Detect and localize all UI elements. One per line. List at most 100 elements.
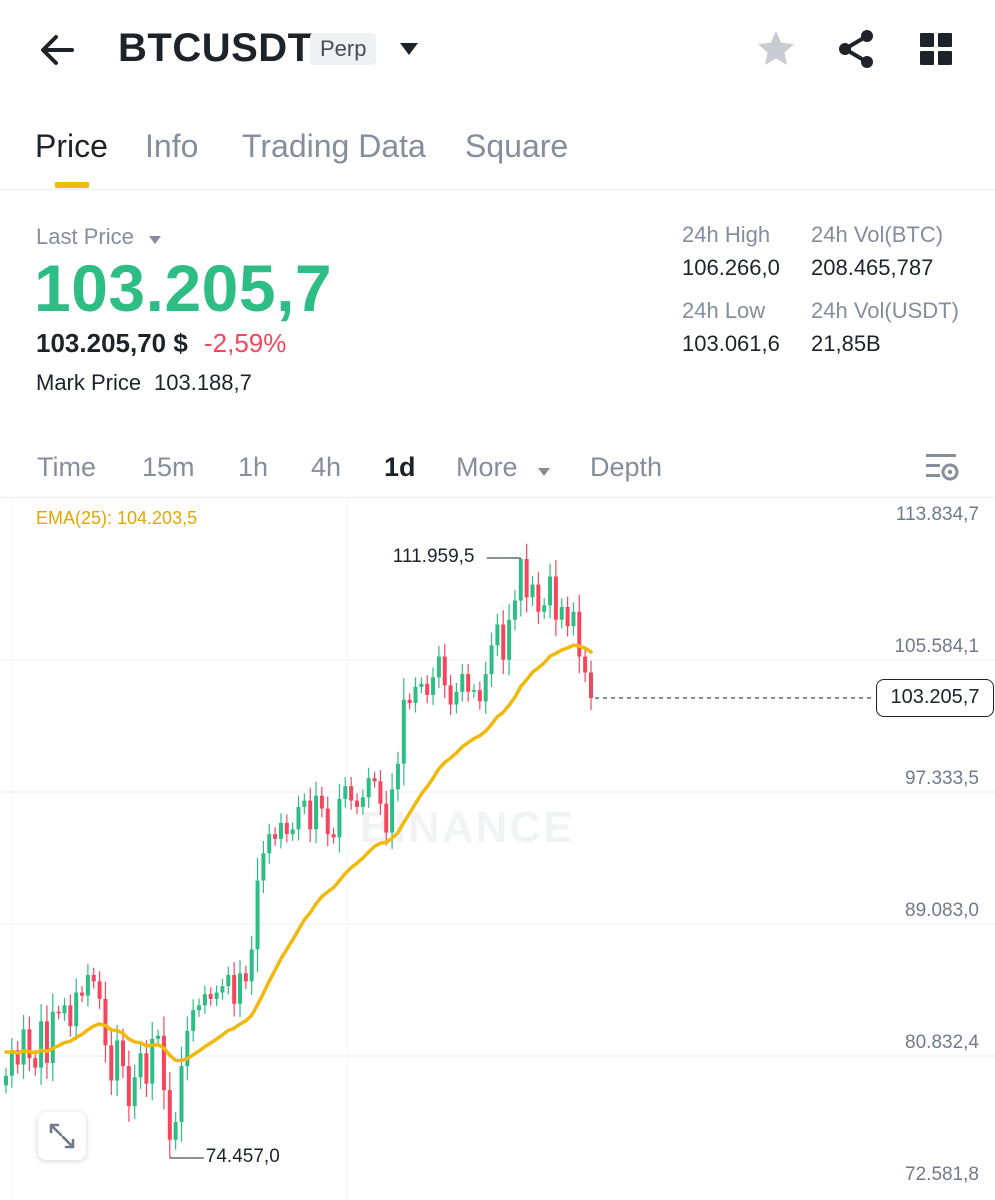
candle-body bbox=[220, 986, 225, 993]
candle-body bbox=[156, 1035, 161, 1039]
candle-body bbox=[103, 998, 108, 1046]
tab-price[interactable]: Price bbox=[35, 128, 108, 164]
candle-body bbox=[583, 656, 588, 673]
candle-body bbox=[448, 685, 453, 705]
ema-line bbox=[4, 643, 593, 1063]
chart-area[interactable]: BINANCE EMA(25): 104.203,5 113.834,7 105… bbox=[0, 497, 995, 1200]
candle-body bbox=[553, 576, 558, 620]
y-axis-tick: 89.083,0 bbox=[905, 899, 979, 921]
candle-body bbox=[302, 800, 307, 807]
candle-body bbox=[577, 611, 582, 657]
candle-body bbox=[226, 974, 231, 987]
ema-label: EMA(25): 104.203,5 bbox=[36, 508, 198, 528]
symbol-title[interactable]: BTCUSDT bbox=[118, 26, 313, 70]
candle-body bbox=[85, 974, 90, 996]
candle-body bbox=[249, 949, 254, 982]
caret-down-icon[interactable] bbox=[398, 40, 420, 58]
last-price-label: Last Price bbox=[36, 224, 134, 249]
candle-body bbox=[384, 803, 389, 833]
candle-body bbox=[232, 974, 237, 1004]
interval-more-label: More bbox=[456, 452, 518, 482]
candle-body bbox=[530, 584, 535, 598]
candle-body bbox=[425, 683, 430, 695]
candle-body bbox=[50, 1011, 55, 1063]
candlestick-chart[interactable] bbox=[0, 498, 995, 1200]
y-axis-tick: 113.834,7 bbox=[895, 504, 979, 525]
expand-chart-icon[interactable] bbox=[38, 1112, 86, 1160]
candle-body bbox=[542, 605, 547, 612]
candle-body bbox=[179, 1066, 184, 1123]
interval-15m[interactable]: 15m bbox=[142, 452, 195, 482]
star-icon[interactable] bbox=[754, 27, 798, 71]
caret-down-icon bbox=[148, 225, 162, 251]
binance-watermark: BINANCE bbox=[360, 803, 575, 852]
candle-body bbox=[460, 674, 465, 692]
candle-body bbox=[27, 1029, 32, 1059]
candle-body bbox=[360, 797, 365, 807]
candle-body bbox=[589, 672, 593, 699]
candle-body bbox=[238, 973, 242, 1004]
vol-btc-label: 24h Vol(BTC) bbox=[811, 222, 944, 247]
candle-body bbox=[431, 677, 436, 695]
tab-info[interactable]: Info bbox=[145, 128, 199, 164]
candle-body bbox=[74, 992, 79, 1027]
interval-more[interactable]: More bbox=[456, 452, 551, 484]
y-axis-tick: 80.832,4 bbox=[905, 1031, 979, 1053]
candle-body bbox=[167, 1090, 172, 1140]
candle-body bbox=[278, 822, 283, 839]
candle-body bbox=[355, 800, 359, 807]
candle-body bbox=[390, 789, 395, 833]
last-price-selector[interactable]: Last Price bbox=[36, 224, 162, 251]
candle-body bbox=[337, 798, 342, 838]
candle-body bbox=[33, 1058, 38, 1068]
candle-body bbox=[401, 699, 406, 764]
interval-4h[interactable]: 4h bbox=[311, 452, 342, 482]
candle-body bbox=[15, 1050, 20, 1065]
y-axis-tick: 72.581,8 bbox=[905, 1164, 979, 1185]
price-change-percent: -2,59% bbox=[204, 328, 287, 358]
grid-menu-icon[interactable] bbox=[914, 27, 958, 71]
tab-trading-data[interactable]: Trading Data bbox=[242, 128, 426, 164]
interval-depth[interactable]: Depth bbox=[590, 452, 663, 482]
back-arrow-icon[interactable] bbox=[36, 28, 80, 72]
candle-body bbox=[91, 974, 96, 982]
candle-body bbox=[115, 1040, 120, 1081]
candle-body bbox=[132, 1077, 137, 1107]
interval-time[interactable]: Time bbox=[37, 452, 96, 482]
candle-body bbox=[208, 994, 213, 999]
candle-body bbox=[214, 992, 219, 999]
current-price-badge[interactable]: 103.205,7 bbox=[876, 679, 994, 718]
high-24h-label: 24h High bbox=[682, 222, 771, 247]
candle-body bbox=[44, 1021, 49, 1063]
candle-body bbox=[202, 994, 207, 1006]
y-axis-tick: 97.333,5 bbox=[905, 768, 979, 789]
candle-body bbox=[565, 606, 570, 627]
candle-body bbox=[536, 584, 541, 612]
candle-body bbox=[495, 624, 500, 646]
low-24h-label: 24h Low bbox=[682, 298, 766, 323]
candle-body bbox=[501, 624, 506, 660]
tab-bar: Price Info Trading Data Square bbox=[0, 100, 995, 190]
candle-body bbox=[9, 1050, 14, 1076]
share-icon[interactable] bbox=[834, 27, 878, 71]
low-24h-value: 103.061,6 bbox=[682, 331, 780, 356]
candle-body bbox=[349, 786, 354, 801]
candle-body bbox=[308, 800, 313, 830]
high-annotation-label: 111.959,5 bbox=[392, 546, 475, 567]
interval-1h[interactable]: 1h bbox=[238, 452, 269, 482]
mark-price-value: 103.188,7 bbox=[154, 370, 252, 395]
candle-body bbox=[4, 1075, 8, 1086]
interval-bar: Time 15m 1h 4h 1d More Depth bbox=[0, 440, 995, 496]
low-annotation-label: 74.457,0 bbox=[205, 1145, 280, 1167]
chart-settings-icon[interactable] bbox=[922, 450, 962, 484]
candle-body bbox=[185, 1030, 190, 1067]
candle-body bbox=[378, 781, 383, 804]
interval-1d[interactable]: 1d bbox=[384, 452, 416, 482]
candle-body bbox=[62, 1005, 67, 1014]
candle-body bbox=[407, 699, 412, 703]
candle-body bbox=[483, 674, 488, 702]
high-24h-value: 106.266,0 bbox=[682, 255, 780, 280]
candle-body bbox=[273, 834, 278, 839]
candle-body bbox=[173, 1122, 178, 1140]
tab-square[interactable]: Square bbox=[465, 128, 569, 164]
